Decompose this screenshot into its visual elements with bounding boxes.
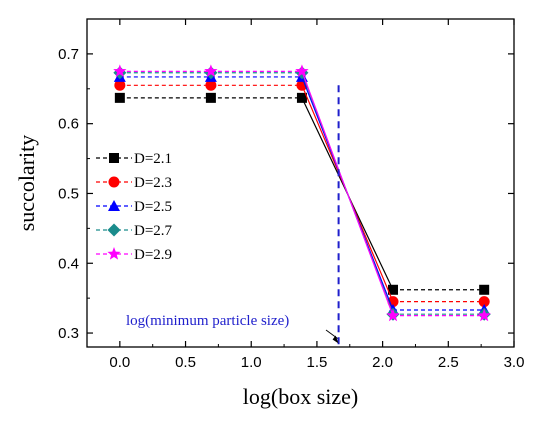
data-point bbox=[114, 92, 125, 103]
data-point bbox=[204, 64, 218, 77]
data-point bbox=[479, 284, 490, 295]
legend-label: D=2.3 bbox=[134, 175, 172, 191]
legend-marker bbox=[108, 176, 120, 188]
x-tick-label: 3.0 bbox=[504, 354, 525, 371]
x-tick-label: 1.5 bbox=[306, 354, 327, 371]
legend-entry: D=2.7 bbox=[96, 223, 173, 239]
axis-ticks: 0.0 0.5 1.0 1.5 2.0 2.5 3.0 0.3 0.4 0.5 0.6 0.7 bbox=[58, 19, 524, 371]
data-point bbox=[113, 64, 127, 77]
x-tick-label: 0.5 bbox=[175, 354, 196, 371]
y-tick-label: 0.5 bbox=[58, 185, 79, 202]
y-tick-label: 0.3 bbox=[58, 325, 79, 342]
x-tick-label: 2.5 bbox=[438, 354, 459, 371]
legend-label: D=2.7 bbox=[134, 223, 173, 239]
y-tick-label: 0.6 bbox=[58, 116, 79, 133]
plot-frame bbox=[86, 18, 515, 348]
legend-marker bbox=[108, 200, 120, 211]
data-point bbox=[295, 64, 309, 77]
series-layer bbox=[113, 64, 491, 322]
legend-entry: D=2.5 bbox=[96, 199, 172, 215]
data-point bbox=[386, 308, 400, 322]
annotation-arrowhead bbox=[332, 335, 339, 344]
legend-label: D=2.9 bbox=[134, 247, 172, 263]
x-tick-label: 1.0 bbox=[241, 354, 262, 371]
legend-label: D=2.1 bbox=[134, 151, 172, 167]
data-point bbox=[387, 284, 398, 295]
x-tick-label: 2.0 bbox=[372, 354, 393, 371]
legend-entry: D=2.9 bbox=[96, 247, 172, 263]
series-line-segment bbox=[301, 71, 394, 316]
y-tick-label: 0.7 bbox=[58, 46, 79, 63]
annotation-layer: log(minimum particle size) bbox=[126, 85, 340, 347]
y-axis-label: succolarity bbox=[14, 135, 39, 232]
series-d27 bbox=[113, 66, 491, 321]
legend-marker bbox=[107, 247, 121, 260]
data-point bbox=[478, 296, 490, 308]
data-point bbox=[205, 92, 216, 103]
legend-marker bbox=[107, 223, 121, 237]
data-point bbox=[114, 79, 126, 91]
series-d25 bbox=[113, 70, 491, 316]
annotation-text: log(minimum particle size) bbox=[126, 313, 289, 329]
series-d21 bbox=[114, 92, 490, 295]
y-tick-label: 0.4 bbox=[58, 255, 79, 272]
data-point bbox=[477, 308, 491, 322]
legend: D=2.1 D=2.3 D=2.5 D=2.7 D=2.9 bbox=[96, 151, 173, 263]
series-d29 bbox=[113, 64, 491, 322]
x-axis-label: log(box size) bbox=[243, 384, 358, 409]
data-point bbox=[205, 79, 217, 91]
series-d23 bbox=[114, 79, 490, 308]
legend-label: D=2.5 bbox=[134, 199, 172, 215]
data-point bbox=[296, 92, 307, 103]
x-tick-label: 0.0 bbox=[109, 354, 130, 371]
legend-entry: D=2.1 bbox=[96, 151, 172, 167]
legend-entry: D=2.3 bbox=[96, 175, 172, 191]
legend-marker bbox=[109, 153, 119, 163]
